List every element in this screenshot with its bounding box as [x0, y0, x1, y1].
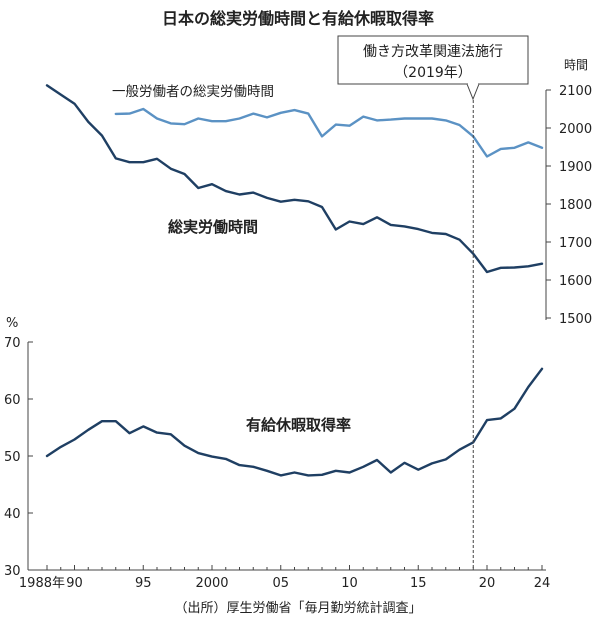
top-y-tick-label: 1500: [559, 312, 592, 327]
top-y-unit-label: 時間: [564, 58, 588, 72]
annotation-line1: 働き方改革関連法施行: [363, 44, 503, 60]
bottom-x-tick-label: 95: [135, 576, 152, 591]
bottom-y-unit-label: %: [6, 316, 18, 331]
bottom-x-tick-label: 10: [341, 576, 358, 591]
bottom-x-tick-label: 24: [534, 576, 551, 591]
series-label-leave-rate: 有給休暇取得率: [246, 416, 351, 434]
bottom-x-tick-label: 1988年: [19, 576, 65, 591]
bottom-x-ticks: 1988年 90 95 2000 05 10 15 20 24: [19, 565, 550, 591]
top-y-tick-label: 1900: [559, 160, 592, 175]
bottom-y-tick-label: 40: [4, 507, 21, 522]
bottom-x-tick-label: 05: [272, 576, 289, 591]
top-y-ticks: 1500 1600 1700 1800 1900 2000 2100: [546, 84, 592, 327]
annotation-line2: （2019年）: [394, 65, 472, 81]
top-y-tick-label: 1600: [559, 274, 592, 289]
series-label-total-hours: 総実労働時間: [168, 218, 258, 236]
bottom-y-ticks: 30 40 50 60 70: [4, 336, 33, 579]
bottom-y-tick-label: 50: [4, 450, 21, 465]
annotation-pointer: [466, 83, 480, 101]
top-y-tick-label: 1800: [559, 198, 592, 213]
annotation-box: [337, 35, 529, 85]
bottom-series-lines: [45, 367, 544, 477]
bottom-x-tick-label: 90: [66, 576, 83, 591]
top-series-lines: [45, 84, 544, 274]
top-y-tick-label: 2000: [559, 122, 592, 137]
bottom-y-tick-label: 70: [4, 336, 21, 351]
top-y-tick-label: 1700: [559, 236, 592, 251]
top-y-tick-label: 2100: [559, 84, 592, 99]
bottom-y-tick-label: 60: [4, 393, 21, 408]
bottom-x-tick-label: 15: [410, 576, 427, 591]
series-line-general-hours: [114, 107, 544, 158]
bottom-y-tick-label: 30: [4, 564, 21, 579]
bottom-x-tick-label: 20: [479, 576, 496, 591]
bottom-x-tick-label: 2000: [195, 576, 228, 591]
chart-title: 日本の総実労働時間と有給休暇取得率: [162, 9, 434, 28]
series-label-general-hours: 一般労働者の総実労働時間: [112, 84, 274, 100]
source-note: （出所）厚生労働省「毎月勤労統計調査」: [174, 600, 421, 616]
